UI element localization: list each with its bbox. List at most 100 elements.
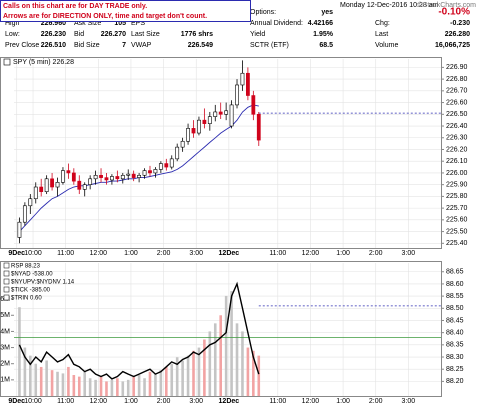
volume-bar (121, 381, 125, 396)
volume-bar (88, 378, 92, 396)
volume-bar (110, 379, 114, 396)
candle-body (245, 72, 250, 96)
header-label: Ask Size (74, 20, 101, 27)
header-value: 226.510 (41, 42, 66, 49)
candle-body (61, 170, 65, 183)
volume-bar (72, 375, 76, 396)
x-tick-label: 2:00 (157, 250, 171, 257)
x-tick-label: 2:00 (369, 398, 383, 405)
volume-bar (235, 323, 239, 396)
candle-body (104, 177, 109, 181)
candle-body (153, 169, 158, 174)
header-label: EPS (131, 20, 145, 27)
volume-bar (39, 366, 43, 396)
x-tick-label: 10:00 (24, 398, 42, 405)
x-tick-label: 12:00 (302, 250, 320, 257)
header-label: High (5, 20, 20, 27)
volume-bar (170, 363, 174, 396)
candle-body (44, 178, 49, 193)
candle-body (55, 182, 60, 188)
header-value: 226.960 (41, 20, 66, 27)
header-value: 1776 shrs (181, 31, 213, 38)
candle-body (33, 186, 38, 200)
x-tick-label: 10:00 (24, 250, 42, 257)
header-value: yes (321, 9, 333, 16)
x-tick-label: 12Dec (219, 398, 240, 405)
y2-tick-label: 88.45 (446, 317, 464, 324)
volume-bar (61, 373, 65, 396)
x-tick-label: 11:00 (269, 398, 286, 405)
y-tick-label: 225.40 (446, 240, 468, 247)
y-tick-label: 226.60 (446, 99, 468, 106)
x-tick-label: 9Dec (8, 398, 25, 405)
volume-bar (257, 355, 261, 396)
volume-bar (165, 366, 168, 396)
header-label: Last (375, 31, 388, 38)
x-tick-label: 3:00 (189, 398, 203, 405)
y-tick-label: 1M (0, 377, 10, 384)
notice-box (0, 0, 251, 22)
header-value: 226.230 (41, 31, 66, 38)
legend-label: $TRIN 0.60 (11, 296, 42, 302)
candle-body (110, 176, 114, 181)
volume-bar (219, 315, 223, 396)
x-tick-label: 12:00 (90, 250, 108, 257)
volume-bar (67, 366, 70, 396)
volume-bar (252, 350, 255, 396)
candle-body (148, 170, 152, 174)
x-tick-label: 9Dec (8, 250, 25, 257)
candle-body (186, 128, 190, 142)
header-label: Bid (74, 31, 84, 38)
y-tick-label: 3M (0, 344, 10, 351)
x-tick-label: 12:00 (302, 398, 320, 405)
x-tick-label: 2:00 (157, 398, 171, 405)
volume-bar (105, 381, 108, 396)
rsp-line (18, 281, 260, 380)
volume-bar (224, 295, 228, 396)
y2-tick-label: 88.35 (446, 342, 464, 349)
volume-bar (230, 291, 233, 396)
x-tick-label: 12:00 (90, 398, 108, 405)
candle-body (240, 72, 245, 86)
volume-bar (99, 376, 103, 396)
volume-bar (241, 331, 244, 396)
candle-body (180, 140, 185, 148)
header-label: VWAP (131, 42, 152, 49)
y-tick-label: 226.70 (446, 88, 468, 95)
volume-bar (50, 370, 54, 396)
header-value: 226.549 (188, 42, 213, 49)
header-value: 16,066,725 (435, 42, 470, 49)
volume-bar (34, 363, 38, 396)
volume-bar (83, 371, 87, 396)
volume-bar (203, 339, 206, 396)
volume-bar (18, 307, 21, 396)
y-tick-label: 226.20 (446, 146, 468, 153)
candle-body (202, 119, 207, 124)
x-tick-label: 1:00 (336, 398, 350, 405)
candle-body (164, 163, 169, 168)
volume-bar (154, 373, 157, 396)
candle-body (82, 184, 87, 190)
y-tick-label: 226.40 (446, 123, 468, 130)
brand: ©StockCharts.com (418, 1, 477, 9)
y-tick-label: 2M (0, 361, 10, 368)
volume-bar (126, 379, 130, 396)
x-tick-label: 1:00 (336, 250, 350, 257)
candle-body (120, 174, 125, 180)
volume-bar (132, 376, 135, 396)
volume-bar (29, 355, 32, 396)
candle-body (191, 128, 196, 134)
candle-body (137, 174, 142, 178)
legend-label: $TICK -385.00 (11, 288, 51, 294)
header-label: SCTR (ETF) (250, 42, 289, 49)
y-tick-label: 5M (0, 312, 10, 319)
y2-tick-label: 88.20 (446, 378, 464, 385)
legend-label: $NYUPV:$NYDNV 1.14 (11, 280, 75, 286)
candle-body (22, 205, 27, 223)
volume-bar (246, 347, 250, 396)
header-label: Bid Size (74, 42, 100, 49)
y-tick-label: 226.80 (446, 76, 468, 83)
legend-swatch (3, 294, 10, 301)
candle-body (99, 174, 103, 178)
